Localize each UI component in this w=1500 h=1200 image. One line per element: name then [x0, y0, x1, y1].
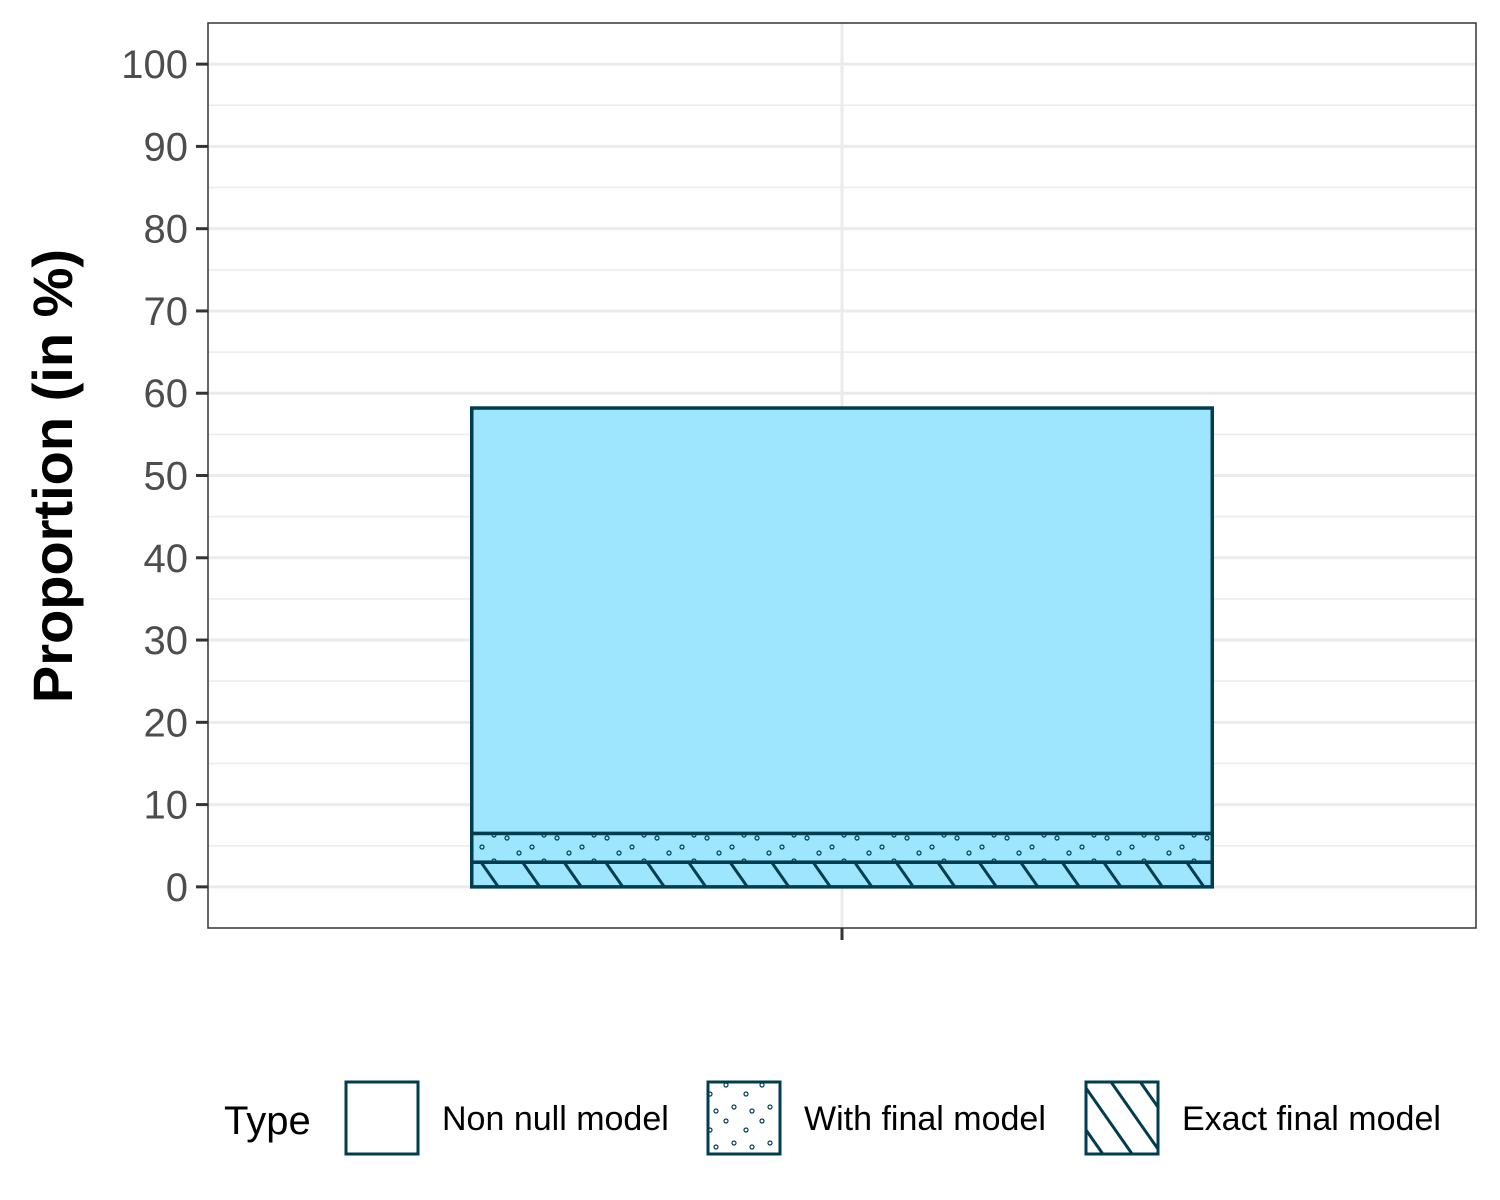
y-tick-label: 40: [144, 537, 189, 581]
legend: Type Non null model With final model Exa…: [224, 1080, 1441, 1156]
y-tick-label: 100: [121, 43, 188, 87]
y-tick-label: 70: [144, 290, 189, 334]
bar-segment-exact-final-model: [469, 860, 1215, 889]
legend-label-with-final-model: With final model: [804, 1100, 1046, 1138]
y-axis-title: Proportion (in %): [21, 249, 84, 703]
y-tick-label: 90: [144, 125, 189, 169]
y-tick-label: 50: [144, 455, 189, 499]
bar-segment-with-final-model: [469, 831, 1215, 864]
legend-label-non-null-model: Non null model: [442, 1100, 669, 1138]
legend-key-with-final-model: [706, 1080, 782, 1156]
y-tick-label: 80: [144, 208, 189, 252]
legend-title: Type: [224, 1099, 311, 1143]
y-tick-label: 20: [144, 701, 189, 745]
stacked-bar: [469, 406, 1215, 889]
y-tick-label: 30: [144, 619, 189, 663]
legend-item-exact-final-model: Exact final model: [1084, 1080, 1441, 1156]
y-tick-label: 10: [144, 784, 189, 828]
legend-label-exact-final-model: Exact final model: [1182, 1100, 1441, 1138]
y-tick-label: 60: [144, 372, 189, 416]
legend-key-exact-final-model: [1084, 1080, 1160, 1156]
bar-segment-non-null-model: [469, 406, 1215, 836]
legend-item-with-final-model: With final model: [706, 1080, 1046, 1156]
legend-key-non-null-model: [344, 1080, 420, 1156]
y-tick-label: 0: [166, 866, 188, 910]
y-axis: 0 10 20 30 40 50 60 70 80 90 100: [121, 43, 208, 910]
legend-item-non-null-model: Non null model: [344, 1080, 669, 1156]
